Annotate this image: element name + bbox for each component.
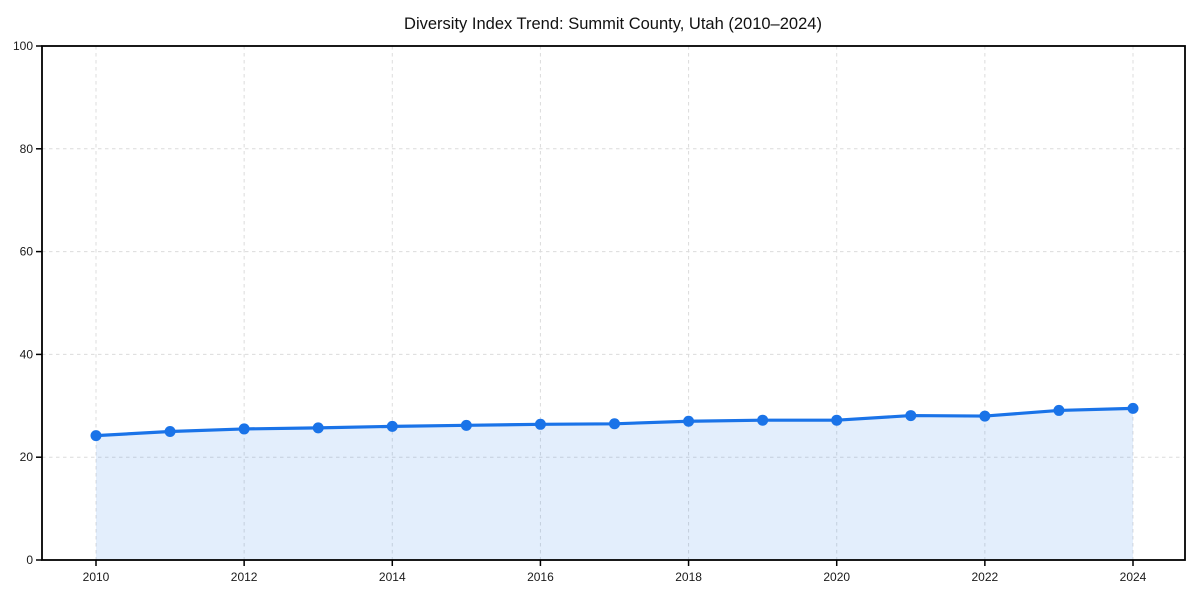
data-point-2011 (164, 426, 176, 437)
x-tick-label-2020: 2020 (823, 570, 850, 584)
data-point-2016 (534, 418, 546, 430)
data-point-2014 (386, 420, 398, 432)
data-point-2023 (1053, 404, 1065, 416)
gridlines (42, 46, 1185, 560)
x-tick-label-2016: 2016 (527, 570, 554, 584)
x-tick-label-2010: 2010 (83, 570, 110, 584)
data-points (90, 402, 1139, 442)
area-fill (96, 408, 1133, 560)
data-point-2015 (460, 419, 472, 431)
y-tick-label-20: 20 (20, 450, 34, 464)
data-point-2024 (1127, 402, 1139, 414)
x-tick-label-2022: 2022 (972, 570, 999, 584)
data-point-2013 (312, 422, 324, 434)
chart-title: Diversity Index Trend: Summit County, Ut… (404, 15, 822, 33)
data-point-2017 (609, 418, 620, 430)
y-tick-label-40: 40 (20, 347, 34, 361)
x-tick-label-2014: 2014 (379, 570, 406, 584)
data-point-2010 (90, 430, 102, 442)
axes (36, 45, 1186, 566)
data-point-2020 (831, 414, 843, 426)
plot-frame (41, 45, 1186, 561)
data-point-2018 (683, 415, 695, 427)
x-tick-label-2024: 2024 (1120, 570, 1147, 584)
y-tick-label-100: 100 (13, 39, 33, 53)
y-tick-label-80: 80 (20, 142, 34, 156)
data-point-2019 (757, 414, 769, 426)
tick-labels: 2010 2012 2014 2016 2018 2020 2022 2024 0 20 40 60 8… (13, 39, 1147, 584)
y-tick-label-60: 60 (20, 245, 34, 259)
x-tick-label-2018: 2018 (675, 570, 702, 584)
data-point-2012 (238, 423, 250, 435)
data-point-2021 (905, 410, 917, 422)
y-tick-label-0: 0 (26, 553, 33, 567)
data-point-2022 (979, 410, 991, 422)
trend-area (96, 408, 1133, 560)
x-tick-label-2012: 2012 (231, 570, 258, 584)
